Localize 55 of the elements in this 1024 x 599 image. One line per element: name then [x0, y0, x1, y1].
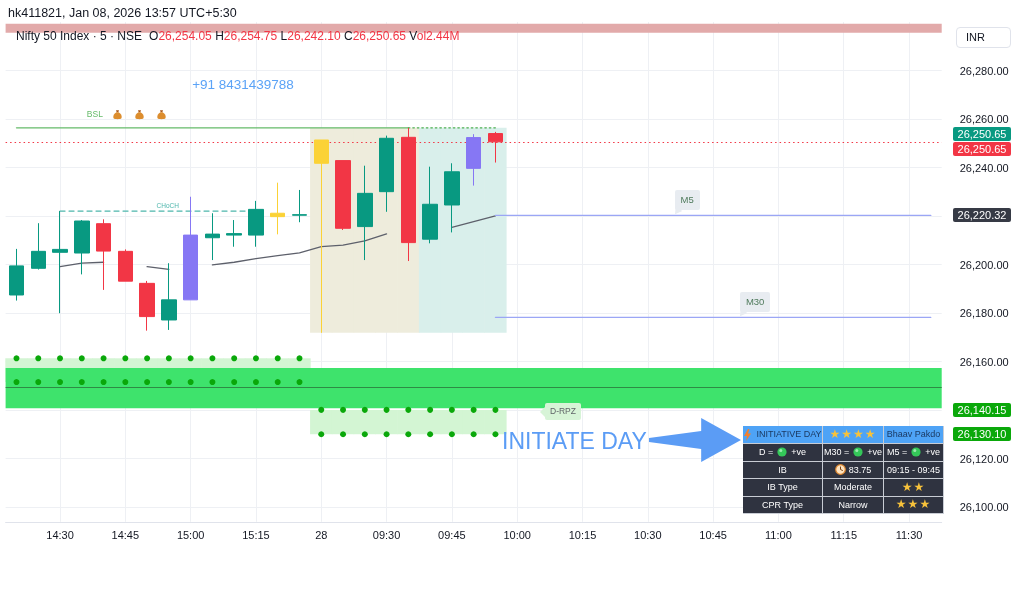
y-axis-title: INR	[956, 27, 1011, 48]
annotation: +ve	[867, 447, 883, 458]
y-tick-label: 26,160.00	[959, 355, 1009, 368]
y-tick-label: 26,260.00	[959, 113, 1009, 126]
annotation: IB	[778, 464, 787, 475]
y-tick-label: 26,120.00	[959, 452, 1009, 465]
annotation: +91 8431439788	[192, 77, 294, 93]
x-tick-label: 14:45	[111, 529, 140, 542]
annotation: ★★	[901, 479, 926, 494]
y-tick-label: 26,200.00	[959, 258, 1009, 271]
annotation: ★★★	[895, 497, 932, 512]
text: Nifty 50 Index · 5 · NSE	[16, 29, 143, 43]
x-tick-label: 11:15	[830, 529, 858, 542]
annotation: M30 =	[823, 447, 850, 458]
annotation: M5 =	[886, 447, 908, 458]
annotation: CPR Type	[762, 499, 803, 510]
x-tick-label: 14:30	[46, 529, 74, 542]
text: 26,130.10	[953, 427, 1011, 442]
annotation: 09:15 - 09:45	[886, 464, 941, 475]
x-tick-label: 10:00	[503, 529, 531, 542]
x-tick-label: 15:15	[242, 529, 270, 542]
x-tick-label: 10:15	[568, 529, 597, 542]
x-tick-label: 11:30	[895, 529, 923, 542]
text: 26,140.15	[953, 402, 1011, 417]
x-tick-label: 10:45	[699, 529, 727, 542]
annotation: IB Type	[767, 482, 798, 493]
annotation: D-RPZ	[545, 403, 581, 420]
text: 26,220.32	[953, 208, 1011, 223]
annotation: D =	[758, 447, 774, 458]
annotation: Bhaav Pakdo	[886, 429, 941, 440]
ref-line-label: 26,250.65	[953, 142, 1011, 157]
x-tick-label: 10:30	[634, 529, 662, 542]
annotation: INITIATIVE DAY	[756, 429, 822, 440]
annotation: INITIATE DAY	[502, 428, 647, 455]
x-tick-label: 09:45	[438, 529, 466, 542]
y-tick-label: 26,240.00	[959, 161, 1009, 174]
x-tick-label: 09:30	[372, 529, 401, 542]
annotation: ★★★★	[829, 427, 877, 441]
text: 26,250.65	[953, 127, 1011, 142]
annotation: Moderate	[833, 482, 873, 493]
y-tick-label: 26,180.00	[959, 307, 1009, 320]
annotation: +ve	[791, 447, 807, 458]
annotation: 83.75	[848, 464, 872, 475]
series-label: BSL	[86, 108, 103, 120]
text: hk411821, Jan 08, 2026 13:57 UTC+5:30	[8, 6, 237, 21]
annotation: Narrow	[838, 499, 868, 510]
series-label: M5	[674, 190, 700, 211]
x-tick-label: 11:00	[765, 529, 792, 542]
text: O26,254.05 H26,254.75 L26,242.10 C26,250.65 Vol2.44M	[149, 29, 460, 44]
y-tick-label: 26,280.00	[959, 64, 1009, 77]
x-tick-label: 15:00	[176, 529, 205, 542]
y-tick-label: 26,100.00	[959, 501, 1009, 514]
x-tick-label: 28	[315, 529, 328, 542]
annotation: +ve	[925, 447, 941, 458]
series-label: M30	[739, 292, 771, 313]
